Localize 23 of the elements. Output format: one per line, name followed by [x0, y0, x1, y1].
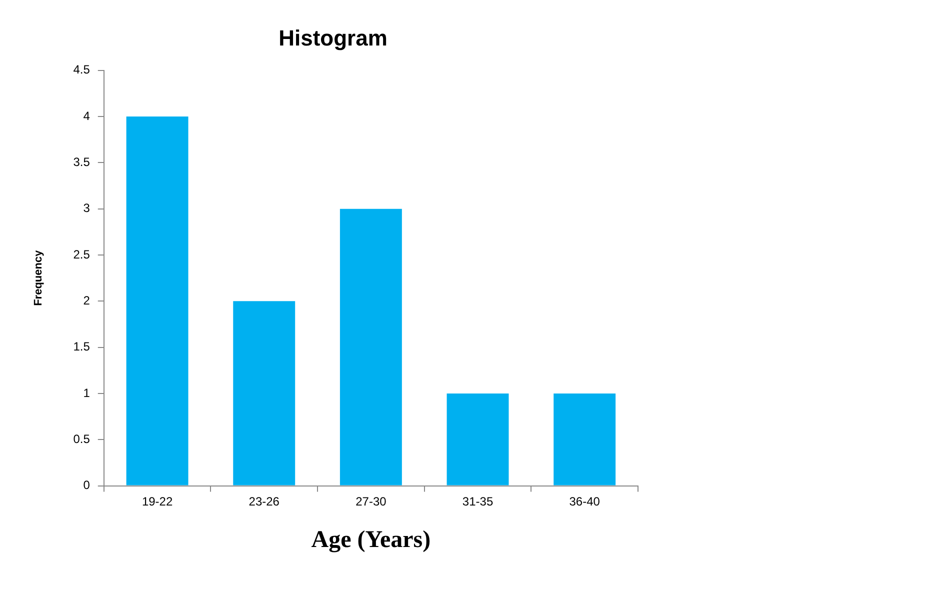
y-tick-label: 0.5 [73, 432, 90, 446]
x-tick-label: 27-30 [356, 494, 387, 508]
x-tick-label: 19-22 [142, 494, 173, 508]
y-tick-label: 4 [83, 108, 90, 123]
bar [446, 393, 509, 486]
bar [126, 116, 188, 486]
chart-title: Histogram [278, 25, 388, 50]
x-tick-label: 23-26 [248, 494, 280, 508]
y-tick-label: 3 [83, 201, 90, 216]
y-tick-label: 0 [83, 478, 90, 492]
bar [554, 393, 616, 486]
y-axis-title: Frequency [32, 249, 45, 306]
x-axis-title: Age (Years) [311, 526, 431, 553]
y-tick-label: 4.5 [73, 62, 90, 77]
y-tick-label: 3.5 [73, 155, 90, 170]
bar [233, 301, 296, 486]
y-tick-label: 2.5 [73, 247, 90, 262]
y-tick-label: 1 [83, 386, 90, 400]
x-tick-label: 36-40 [569, 494, 600, 508]
y-tick-label: 2 [83, 293, 90, 308]
y-tick-label: 1.5 [73, 340, 90, 354]
bar [340, 208, 402, 486]
x-tick-label: 31-35 [462, 494, 494, 508]
